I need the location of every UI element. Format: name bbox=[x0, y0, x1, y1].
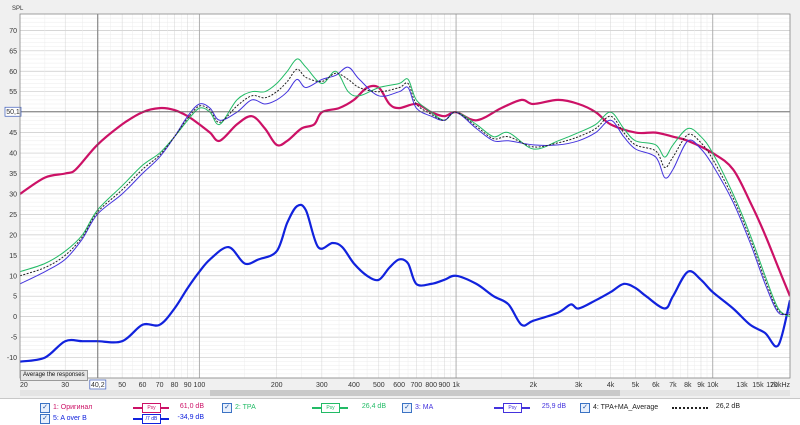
x-tick-label: 60 bbox=[139, 382, 147, 389]
legend-checkbox[interactable]: ✓ bbox=[40, 413, 50, 424]
legend-value: 25,9 dB bbox=[541, 403, 566, 410]
x-tick-label: 9k bbox=[697, 382, 705, 389]
legend-value: 26,4 dB bbox=[361, 403, 386, 410]
legend-item[interactable]: ✓ 4: TPA+MA_Average bbox=[580, 402, 658, 413]
y-tick-label: 0 bbox=[13, 314, 17, 321]
legend-smoothing-box[interactable]: Psy bbox=[142, 403, 161, 413]
x-tick-label: 800 bbox=[425, 382, 437, 389]
x-tick-label: 700 bbox=[410, 382, 422, 389]
x-tick-label: 600 bbox=[393, 382, 405, 389]
y-tick-label: 25 bbox=[9, 212, 17, 219]
y-axis-title: SPL bbox=[12, 6, 24, 12]
cursor-y-readout: 50,1 bbox=[6, 109, 20, 116]
y-tick-label: -5 bbox=[11, 335, 17, 342]
x-tick-label: 90 bbox=[184, 382, 192, 389]
x-tick-label: 500 bbox=[373, 382, 385, 389]
y-tick-label: 10 bbox=[9, 273, 17, 280]
horizontal-scrollbar[interactable] bbox=[20, 390, 790, 396]
cursor-x-readout: 40,2 bbox=[91, 382, 105, 389]
x-tick-label: 7k bbox=[669, 382, 677, 389]
x-tick-label: 6k bbox=[652, 382, 660, 389]
legend-value: 61,0 dB bbox=[179, 403, 204, 410]
x-tick-label: 15k bbox=[752, 382, 764, 389]
legend-swatch[interactable] bbox=[672, 403, 708, 412]
y-tick-label: 15 bbox=[9, 253, 17, 260]
y-tick-label: 30 bbox=[9, 191, 17, 198]
y-tick-label: 20 bbox=[9, 232, 17, 239]
legend-smoothing-box[interactable]: Psy bbox=[321, 403, 340, 413]
x-tick-label: 20 bbox=[20, 382, 28, 389]
x-tick-label: 17k bbox=[766, 382, 778, 389]
cursor-x-readout-box bbox=[89, 379, 107, 390]
legend-series-name: 3: MA bbox=[415, 404, 434, 411]
legend-panel: ✓ 1: Оригинал Psy 61,0 dB ✓ 2: TPA Psy 26,4 dB ✓… bbox=[0, 398, 800, 425]
y-tick-label: 70 bbox=[9, 28, 17, 35]
y-tick-label: -10 bbox=[7, 355, 17, 362]
x-tick-label: 900 bbox=[438, 382, 450, 389]
x-tick-label: 3k bbox=[575, 382, 583, 389]
legend-smoothing-box[interactable]: /7 dB bbox=[142, 414, 161, 424]
x-tick-label: 100 bbox=[194, 382, 206, 389]
x-tick-label: 400 bbox=[348, 382, 360, 389]
legend-value: -34,9 dB bbox=[177, 414, 204, 421]
y-tick-label: 40 bbox=[9, 151, 17, 158]
legend-item[interactable]: ✓ 3: MA bbox=[402, 402, 433, 413]
x-tick-label: 13k bbox=[736, 382, 748, 389]
legend-checkbox[interactable]: ✓ bbox=[580, 402, 590, 413]
legend-item[interactable]: ✓ 5: A over B bbox=[40, 413, 87, 424]
legend-swatch[interactable]: Psy bbox=[133, 403, 169, 413]
y-tick-label: 65 bbox=[9, 48, 17, 55]
grid bbox=[19, 13, 791, 379]
x-tick-label: 300 bbox=[316, 382, 328, 389]
x-tick-label: 20kHz bbox=[770, 382, 790, 389]
legend-swatch[interactable]: Psy bbox=[312, 403, 348, 413]
series-line-aoverb bbox=[20, 203, 790, 363]
legend-series-name: 1: Оригинал bbox=[53, 404, 93, 411]
y-tick-label: 45 bbox=[9, 130, 17, 137]
cursor-y-readout-box bbox=[4, 106, 22, 117]
legend-series-name: 5: A over B bbox=[53, 415, 87, 422]
plot-border bbox=[19, 13, 791, 379]
y-tick-labels: 7065605550454035302520151050-5-10 bbox=[7, 28, 17, 362]
x-tick-labels: 20 30 50 60 70 80 90 100 200 300 400 500 600 700 800 90… bbox=[20, 382, 790, 389]
scrollbar-thumb[interactable] bbox=[210, 390, 620, 396]
average-responses-button[interactable]: Average the responses bbox=[20, 370, 88, 381]
x-tick-label: 8k bbox=[684, 382, 692, 389]
series-lines bbox=[20, 58, 790, 363]
legend-item[interactable]: ✓ 2: TPA bbox=[222, 402, 256, 413]
y-tick-label: 60 bbox=[9, 69, 17, 76]
legend-value: 26,2 dB bbox=[715, 403, 740, 410]
legend-item[interactable]: ✓ 1: Оригинал bbox=[40, 402, 92, 413]
y-tick-label: 55 bbox=[9, 89, 17, 96]
legend-series-name: 4: TPA+MA_Average bbox=[593, 404, 659, 411]
plot-area bbox=[20, 14, 790, 378]
x-tick-label: 10k bbox=[707, 382, 719, 389]
x-tick-label: 5k bbox=[632, 382, 640, 389]
legend-series-name: 2: TPA bbox=[235, 404, 256, 411]
x-tick-label: 1k bbox=[452, 382, 460, 389]
x-tick-label: 80 bbox=[171, 382, 179, 389]
series-line-avg bbox=[20, 68, 790, 316]
legend-checkbox[interactable]: ✓ bbox=[40, 402, 50, 413]
x-tick-label: 30 bbox=[61, 382, 69, 389]
legend-checkbox[interactable]: ✓ bbox=[222, 402, 232, 413]
x-tick-label: 4k bbox=[607, 382, 615, 389]
series-line-tpa bbox=[20, 58, 790, 318]
legend-swatch[interactable]: Psy bbox=[494, 403, 530, 413]
frequency-response-chart[interactable]: 7065605550454035302520151050-5-10 203050… bbox=[0, 0, 800, 398]
x-tick-label: 200 bbox=[271, 382, 283, 389]
legend-smoothing-box[interactable]: Psy bbox=[503, 403, 522, 413]
legend-checkbox[interactable]: ✓ bbox=[402, 402, 412, 413]
cursor-crosshair[interactable]: 50,1 40,2 bbox=[4, 14, 790, 390]
y-tick-label: 5 bbox=[13, 294, 17, 301]
series-line-ma bbox=[20, 66, 790, 316]
y-tick-label: 35 bbox=[9, 171, 17, 178]
x-tick-label: 50 bbox=[118, 382, 126, 389]
x-tick-label: 2k bbox=[530, 382, 538, 389]
x-tick-label: 70 bbox=[156, 382, 164, 389]
